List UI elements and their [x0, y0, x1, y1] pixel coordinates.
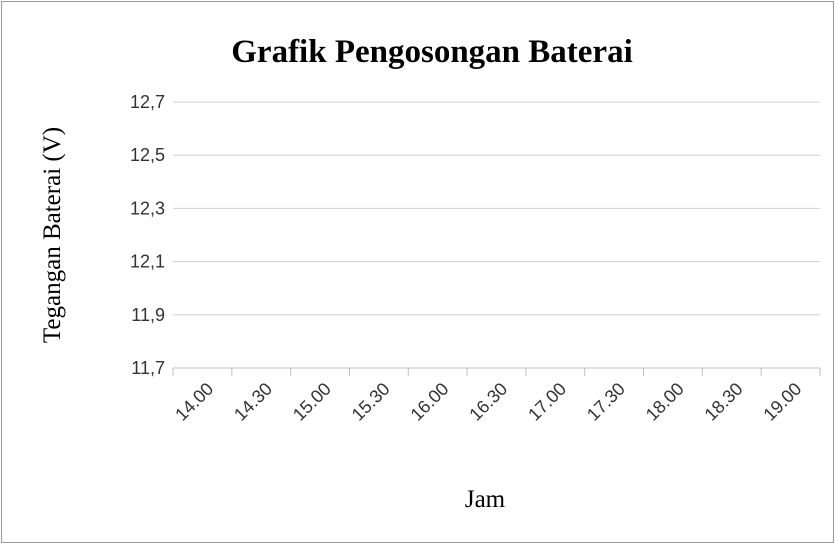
chart-title: Grafik Pengosongan Baterai: [231, 34, 633, 70]
y-tick-label: 12,5: [130, 145, 165, 165]
x-axis-title: Jam: [465, 486, 506, 513]
y-tick-label: 11,7: [131, 358, 165, 378]
y-tick-label: 12,3: [130, 198, 165, 218]
y-axis-title: Tegangan Baterai (V): [39, 127, 66, 343]
y-tick-label: 11,9: [131, 305, 165, 325]
y-tick-label: 12,1: [130, 252, 165, 272]
y-tick-label: 12,7: [130, 92, 165, 112]
